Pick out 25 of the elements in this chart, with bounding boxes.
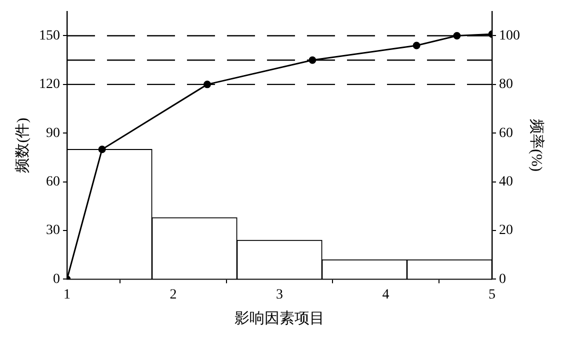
x-tick-label: 4 bbox=[382, 287, 390, 302]
y-tick-label: 60 bbox=[46, 174, 60, 190]
y-tick-label: 0 bbox=[53, 272, 60, 287]
x-axis-title: 影响因素项目 bbox=[234, 310, 324, 327]
y-tick-label: 90 bbox=[46, 126, 60, 141]
x-tick-label: 5 bbox=[488, 287, 496, 302]
point bbox=[204, 80, 211, 88]
point bbox=[98, 146, 106, 154]
x-tick-label: 2 bbox=[170, 287, 177, 302]
x-tick-label: 3 bbox=[276, 287, 283, 302]
point bbox=[453, 32, 461, 40]
y2-axis-title: 频率(%) bbox=[528, 119, 546, 172]
y-axis-title: 频数(件) bbox=[14, 118, 31, 173]
y2-tick-label: 40 bbox=[499, 174, 513, 190]
y-tick-label: 120 bbox=[39, 77, 60, 92]
x-tick-label: 1 bbox=[64, 287, 70, 302]
y-tick-label: 150 bbox=[39, 28, 60, 44]
y-tick-label: 30 bbox=[46, 223, 60, 238]
y2-tick-label: 20 bbox=[499, 223, 513, 238]
point bbox=[308, 56, 316, 64]
y2-tick-label: 60 bbox=[499, 126, 513, 141]
y2-tick-label: 100 bbox=[499, 28, 520, 44]
y2-tick-label: 0 bbox=[499, 272, 506, 287]
point bbox=[412, 42, 420, 50]
y2-tick-label: 80 bbox=[499, 77, 513, 92]
